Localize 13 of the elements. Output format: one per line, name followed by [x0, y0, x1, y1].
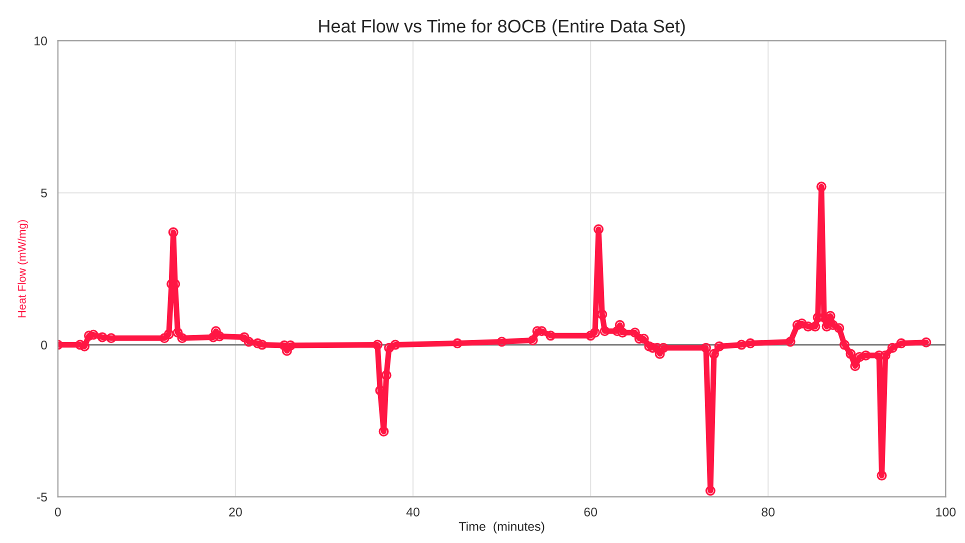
x-tick-label: 100: [936, 508, 956, 516]
y-axis-title: Heat Flow (mW/mg): [18, 220, 28, 318]
x-tick-label: 0: [54, 508, 61, 516]
x-tick-label: 20: [229, 508, 242, 516]
y-tick-label: 10: [34, 36, 47, 46]
x-tick-label: 80: [762, 508, 775, 516]
y-tick-label: 0: [41, 340, 47, 350]
x-axis-title: Time (minutes): [458, 522, 544, 534]
y-tick-label: 5: [41, 188, 47, 198]
y-tick-label: -5: [36, 492, 47, 502]
chart-title: Heat Flow vs Time for 8OCB (Entire Data Set): [319, 19, 685, 36]
x-tick-label: 60: [584, 508, 598, 516]
x-tick-label: 40: [406, 508, 420, 516]
